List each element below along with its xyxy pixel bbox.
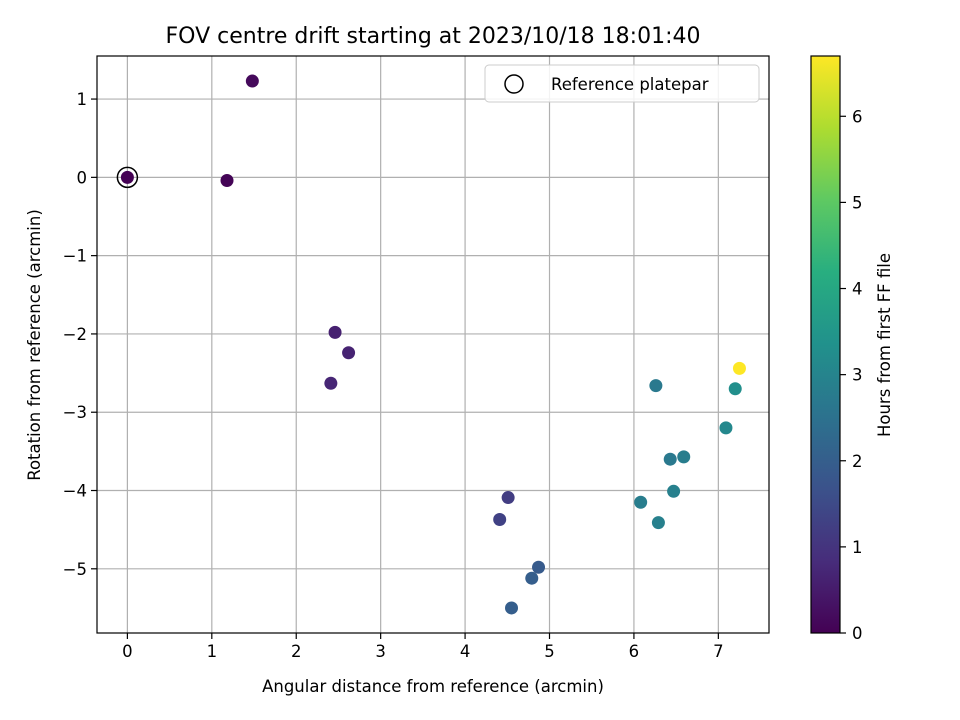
x-tick-label: 1: [207, 642, 218, 661]
data-point: [220, 173, 234, 187]
legend-box: [484, 64, 760, 103]
y-tick-label: −3: [63, 403, 87, 422]
data-point: [324, 376, 338, 390]
legend-reference-label: Reference platepar: [551, 75, 709, 94]
x-tick-label: 6: [629, 642, 640, 661]
colorbar-tick-label: 5: [852, 193, 863, 212]
x-tick-label: 4: [460, 642, 471, 661]
x-tick-label: 0: [122, 642, 133, 661]
colorbar-tick-label: 3: [852, 366, 863, 385]
reference-marker-group: [116, 166, 139, 189]
colorbar-tick-label: 1: [852, 538, 863, 557]
data-point: [732, 361, 746, 375]
data-point: [663, 452, 677, 466]
colorbar-ticks: 0 1 2 3 4 5 6: [840, 107, 863, 643]
data-point: [245, 74, 259, 88]
reference-platepar-marker: [116, 166, 139, 189]
data-point: [719, 421, 733, 435]
data-point: [505, 601, 519, 615]
colorbar-label: Hours from first FF file: [875, 253, 894, 437]
colorbar-tick-label: 0: [852, 624, 863, 643]
data-point: [328, 325, 342, 339]
data-point: [525, 571, 539, 585]
x-axis-ticks: 0 1 2 3 4 5 6 7: [122, 633, 724, 661]
data-point: [120, 170, 134, 184]
x-tick-label: 5: [544, 642, 555, 661]
data-point: [501, 491, 515, 505]
data-point: [667, 484, 681, 498]
chart-title: FOV centre drift starting at 2023/10/18 …: [166, 24, 701, 49]
grid-lines: [97, 56, 769, 633]
data-point: [493, 512, 507, 526]
colorbar-tick-label: 2: [852, 452, 863, 471]
colorbar-tick-label: 6: [852, 107, 863, 126]
y-tick-label: −1: [63, 247, 87, 266]
y-tick-label: 0: [77, 168, 88, 187]
data-point: [677, 450, 691, 464]
data-point: [651, 516, 665, 530]
x-tick-label: 3: [375, 642, 386, 661]
colorbar-tick-label: 4: [852, 280, 863, 299]
y-tick-label: −5: [63, 560, 87, 579]
colorbar: 0 1 2 3 4 5 6 Hours from first FF file: [810, 55, 894, 643]
y-tick-label: −2: [63, 325, 87, 344]
data-point: [634, 495, 648, 509]
data-point: [342, 346, 356, 360]
legend-reference-icon: [504, 74, 524, 94]
data-point: [649, 379, 663, 393]
y-tick-label: 1: [77, 90, 88, 109]
colorbar-gradient: [810, 55, 841, 634]
x-axis-label: Angular distance from reference (arcmin): [262, 677, 604, 696]
data-point: [532, 560, 546, 574]
data-point: [728, 382, 742, 396]
legend: Reference platepar: [484, 64, 760, 103]
y-axis-ticks: 1 0 −1 −2 −3 −4 −5: [63, 90, 97, 579]
x-tick-label: 7: [713, 642, 724, 661]
x-tick-label: 2: [291, 642, 302, 661]
y-tick-label: −4: [63, 482, 87, 501]
y-axis-label: Rotation from reference (arcmin): [25, 209, 44, 481]
plot-frame: [96, 55, 770, 634]
data-points: [120, 74, 746, 615]
